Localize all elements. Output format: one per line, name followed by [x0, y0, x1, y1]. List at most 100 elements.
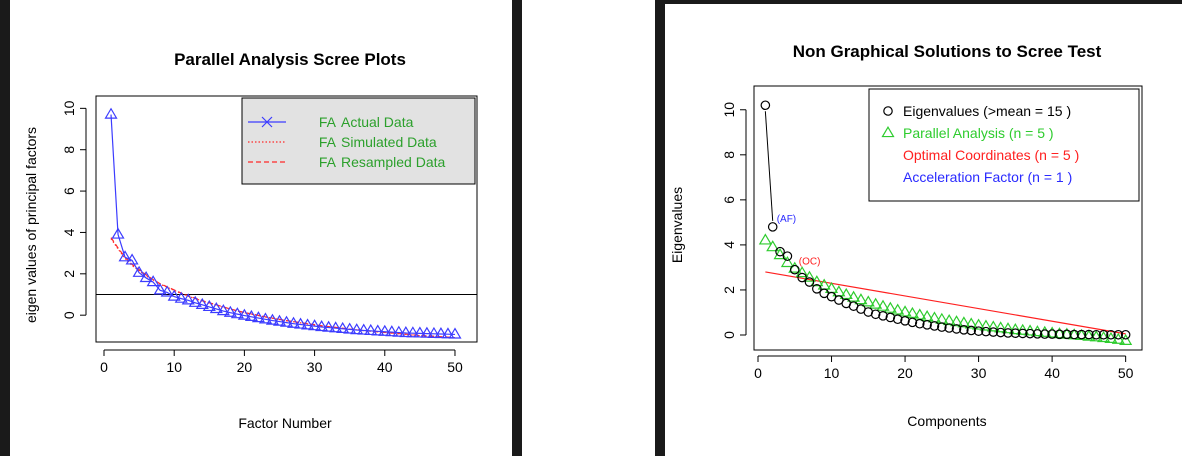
- legend-box: [868, 88, 1140, 202]
- data-point-eigenvalue: [1062, 329, 1072, 340]
- data-point-actual: [279, 315, 294, 327]
- data-point-eigenvalue: [1010, 328, 1021, 338]
- data-point-actual: [265, 313, 280, 325]
- data-point-parallel: [847, 290, 861, 302]
- data-point-eigenvalue: [1054, 329, 1065, 340]
- data-point-eigenvalue: [1091, 329, 1102, 340]
- legend-prefix: FA: [319, 114, 337, 130]
- data-point-eigenvalue: [966, 325, 977, 336]
- acceleration-factor-segment: [764, 111, 774, 221]
- y-tick-label: 2: [721, 286, 737, 294]
- data-point-parallel: [1038, 325, 1052, 337]
- eigenvalue-markers: [760, 100, 1131, 340]
- data-point-actual: [132, 265, 146, 277]
- data-point-actual: [111, 227, 125, 239]
- data-point-actual: [195, 297, 209, 309]
- y-axis-label: eigen values of principal factors: [23, 127, 39, 323]
- data-point-eigenvalue: [995, 327, 1006, 338]
- data-point-eigenvalue: [1047, 329, 1057, 339]
- data-point-actual: [258, 312, 273, 324]
- plot-border: [753, 85, 1143, 351]
- legend-prefix: FA: [319, 154, 337, 170]
- data-point-actual: [420, 326, 434, 338]
- data-point-eigenvalue: [782, 251, 793, 261]
- x-tick-label: 50: [1118, 365, 1134, 381]
- y-tick-label: 4: [61, 228, 77, 236]
- data-point-actual: [174, 291, 188, 303]
- data-point-actual: [308, 319, 322, 331]
- legend-label: Simulated Data: [341, 134, 437, 150]
- x-tick-label: 20: [237, 359, 253, 375]
- data-point-actual: [139, 270, 153, 283]
- data-point-eigenvalue: [951, 324, 962, 334]
- data-point-actual: [427, 326, 441, 338]
- data-point-parallel: [861, 295, 875, 307]
- data-point-eigenvalue: [775, 246, 785, 257]
- y-tick-label: 2: [61, 270, 77, 278]
- data-point-eigenvalue: [870, 309, 881, 320]
- x-tick-label: 40: [1044, 365, 1060, 381]
- data-point-eigenvalue: [760, 100, 771, 111]
- y-tick-label: 8: [61, 146, 77, 154]
- y-tick-label: 8: [721, 151, 737, 159]
- x-tick-label: 20: [897, 365, 913, 381]
- data-point-eigenvalue: [1003, 328, 1013, 338]
- x-axis-label: Components: [907, 413, 986, 429]
- data-point-parallel: [876, 299, 890, 311]
- data-point-actual: [202, 299, 216, 312]
- data-point-eigenvalue: [944, 323, 954, 333]
- data-point-actual: [125, 253, 139, 265]
- data-point-parallel: [891, 303, 905, 315]
- data-point-actual: [146, 275, 160, 287]
- data-point-eigenvalue: [885, 312, 896, 323]
- data-point-parallel: [788, 261, 802, 273]
- data-point-eigenvalue: [1039, 329, 1050, 339]
- data-point-actual: [378, 324, 392, 336]
- data-point-parallel: [1001, 322, 1015, 334]
- data-point-eigenvalue: [1113, 329, 1124, 340]
- data-point-parallel: [1008, 323, 1022, 335]
- data-point-actual: [301, 318, 315, 330]
- legend-label: Resampled Data: [341, 154, 445, 170]
- non-graphical-scree-chart: Non Graphical Solutions to Scree Test Co…: [669, 42, 1143, 429]
- data-point-parallel: [979, 319, 993, 331]
- data-point-parallel: [854, 293, 868, 305]
- data-point-actual: [167, 289, 181, 301]
- x-tick-label: 0: [754, 365, 762, 381]
- data-point-actual: [441, 327, 455, 339]
- legend-label: Actual Data: [341, 114, 414, 130]
- data-point-parallel: [766, 240, 780, 252]
- legend-label: Parallel Analysis (n = 5 ): [903, 125, 1054, 141]
- data-point-eigenvalue: [892, 314, 903, 325]
- data-point-parallel: [839, 287, 853, 300]
- left-chart-panel: Parallel Analysis Scree Plots Factor Num…: [0, 0, 522, 456]
- data-point-actual: [209, 301, 223, 314]
- plot-border: [95, 95, 478, 343]
- data-point-eigenvalue: [900, 316, 910, 326]
- data-point-eigenvalue: [937, 322, 947, 332]
- y-tick-label: 0: [721, 331, 737, 339]
- data-point-eigenvalue: [1084, 329, 1094, 340]
- y-tick-label: 6: [61, 187, 77, 195]
- parallel-analysis-chart: Parallel Analysis Scree Plots Factor Num…: [23, 50, 478, 431]
- data-point-parallel: [986, 320, 1000, 332]
- data-point-eigenvalue: [922, 320, 932, 330]
- x-tick-label: 30: [971, 365, 987, 381]
- data-point-actual: [336, 321, 350, 333]
- data-point-actual: [160, 285, 174, 297]
- legend-prefix: FA: [319, 134, 337, 150]
- data-point-parallel: [905, 306, 919, 318]
- data-point-parallel: [964, 317, 978, 329]
- legend-swatch-circle: [883, 106, 893, 116]
- data-point-eigenvalue: [1098, 329, 1109, 340]
- data-point-actual: [153, 283, 167, 295]
- data-point-actual: [188, 295, 202, 307]
- y-tick-label: 0: [61, 311, 77, 319]
- data-point-eigenvalue: [789, 264, 800, 275]
- data-point-actual: [272, 314, 287, 326]
- data-point-actual: [181, 293, 195, 305]
- data-point-actual: [413, 326, 427, 338]
- x-tick-label: 10: [824, 365, 840, 381]
- data-point-eigenvalue: [929, 321, 940, 331]
- x-axis: 0 10 20 30 40 50: [754, 355, 1134, 381]
